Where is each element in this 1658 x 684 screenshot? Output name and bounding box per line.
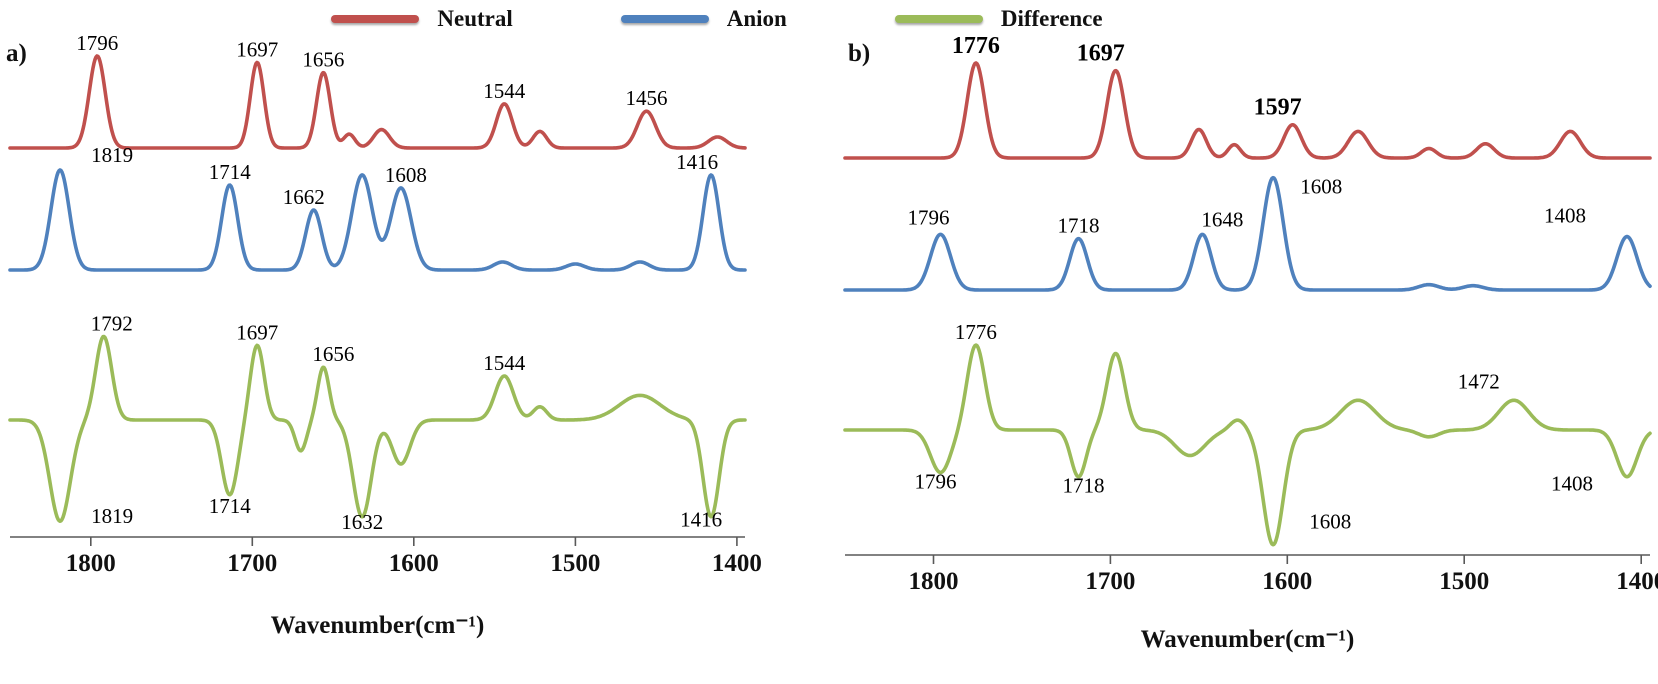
- x-tick-label: 1700: [227, 550, 277, 577]
- trace-difference: [843, 343, 1652, 547]
- trace-difference: [8, 334, 747, 523]
- x-tick-label: 1800: [66, 550, 116, 577]
- peak-label: 1648: [1201, 207, 1243, 231]
- peak-label: 1718: [1058, 214, 1100, 238]
- difference-line-swatch: [894, 15, 983, 23]
- spectra-canvas-a: 1800 1700 1600 1500 1400 1796 1697 1656 1544 1456…: [8, 36, 762, 577]
- peak-label: 1656: [302, 48, 344, 72]
- legend-label-anion: Anion: [726, 6, 787, 31]
- peak-label: 1819: [91, 504, 133, 528]
- peak-label: 1776: [955, 320, 997, 344]
- legend: Neutral Anion Difference: [0, 2, 1546, 36]
- peak-label: 1714: [209, 494, 252, 518]
- legend-item-neutral: Neutral: [331, 6, 513, 32]
- peak-label: 1608: [1300, 175, 1342, 199]
- x-tick-label: 1500: [550, 550, 600, 577]
- x-tick-label: 1400: [1616, 568, 1658, 595]
- peak-label: 1697: [236, 320, 278, 344]
- trace-neutral: [843, 61, 1652, 160]
- peak-label: 1697: [1077, 41, 1125, 67]
- panel-b-x-axis-title: Wavenumber(cm⁻¹): [1140, 626, 1355, 653]
- peak-label: 1472: [1458, 369, 1500, 393]
- peak-label: 1792: [91, 311, 133, 335]
- peak-label: 1544: [483, 79, 526, 103]
- peak-label: 1597: [1254, 95, 1302, 121]
- panel-a-x-axis-title: Wavenumber(cm⁻¹): [270, 612, 485, 639]
- peak-label: 1796: [908, 205, 950, 229]
- trace-anion: [843, 175, 1652, 292]
- peak-label: 1718: [1063, 474, 1105, 498]
- trace-anion: [8, 168, 747, 272]
- panel-b: b) 1800170016001500140017761697159717961…: [800, 36, 1658, 684]
- peak-label: 1456: [626, 86, 668, 110]
- legend-item-anion: Anion: [620, 6, 787, 32]
- panel-a: a) 1800 1700 1600 1500 1400 1796 1697 1656 1544 1…: [0, 36, 800, 684]
- peak-label: 1608: [385, 163, 427, 187]
- peak-label: 1416: [676, 150, 718, 174]
- trace-neutral: [8, 54, 747, 150]
- peak-label: 1662: [283, 185, 325, 209]
- panel-a-letter: a): [6, 40, 27, 67]
- peak-label: 1796: [76, 36, 118, 55]
- peak-label: 1714: [209, 160, 252, 184]
- peak-label: 1656: [312, 342, 354, 366]
- peak-label: 1697: [236, 37, 278, 61]
- peak-label: 1776: [952, 36, 1000, 59]
- x-tick-label: 1700: [1085, 568, 1135, 595]
- anion-line-swatch: [620, 15, 709, 23]
- x-tick-label: 1800: [909, 568, 959, 595]
- peak-label: 1796: [915, 470, 957, 494]
- legend-label-neutral: Neutral: [437, 6, 513, 31]
- legend-label-difference: Difference: [1000, 6, 1103, 31]
- peak-label: 1416: [680, 508, 722, 532]
- x-tick-label: 1600: [1262, 568, 1312, 595]
- peak-label: 1408: [1551, 472, 1593, 496]
- x-tick-label: 1400: [712, 550, 762, 577]
- x-tick-label: 1500: [1439, 568, 1489, 595]
- x-tick-label: 1600: [389, 550, 439, 577]
- peak-label: 1608: [1309, 510, 1351, 534]
- panel-b-letter: b): [848, 40, 871, 67]
- spectra-canvas-b: 1800 1700 1600 1500 1400 1776 1697 1597 1796 1718…: [843, 36, 1658, 595]
- legend-item-difference: Difference: [894, 6, 1103, 32]
- peak-label: 1544: [483, 351, 526, 375]
- peak-label: 1408: [1544, 204, 1586, 228]
- peak-label: 1632: [341, 510, 383, 534]
- peak-label: 1819: [91, 143, 133, 167]
- neutral-line-swatch: [331, 15, 420, 23]
- panels-row: a) 1800 1700 1600 1500 1400 1796 1697 1656 1544 1…: [0, 36, 1658, 684]
